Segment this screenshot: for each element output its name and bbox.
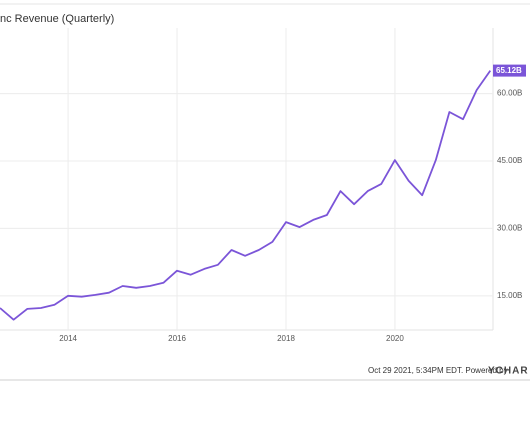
x-tick-label: 2018 xyxy=(277,334,295,343)
series-line xyxy=(0,70,492,321)
x-tick-label: 2020 xyxy=(386,334,404,343)
y-tick-label: 30.00B xyxy=(497,224,522,233)
y-tick-label: 45.00B xyxy=(497,156,522,165)
y-tick-label: 60.00B xyxy=(497,89,522,98)
y-tick-label: 15.00B xyxy=(497,291,522,300)
footer-brand: YCHAR xyxy=(488,366,529,377)
chart-title: nc Revenue (Quarterly) xyxy=(0,13,114,25)
x-tick-label: 2016 xyxy=(168,334,186,343)
footer: Oct 29 2021, 5:34PM EDT. Powered by xyxy=(368,366,508,375)
value-label: 65.12B xyxy=(496,66,522,75)
value-label-box xyxy=(493,64,526,77)
x-tick-label: 2014 xyxy=(59,334,77,343)
